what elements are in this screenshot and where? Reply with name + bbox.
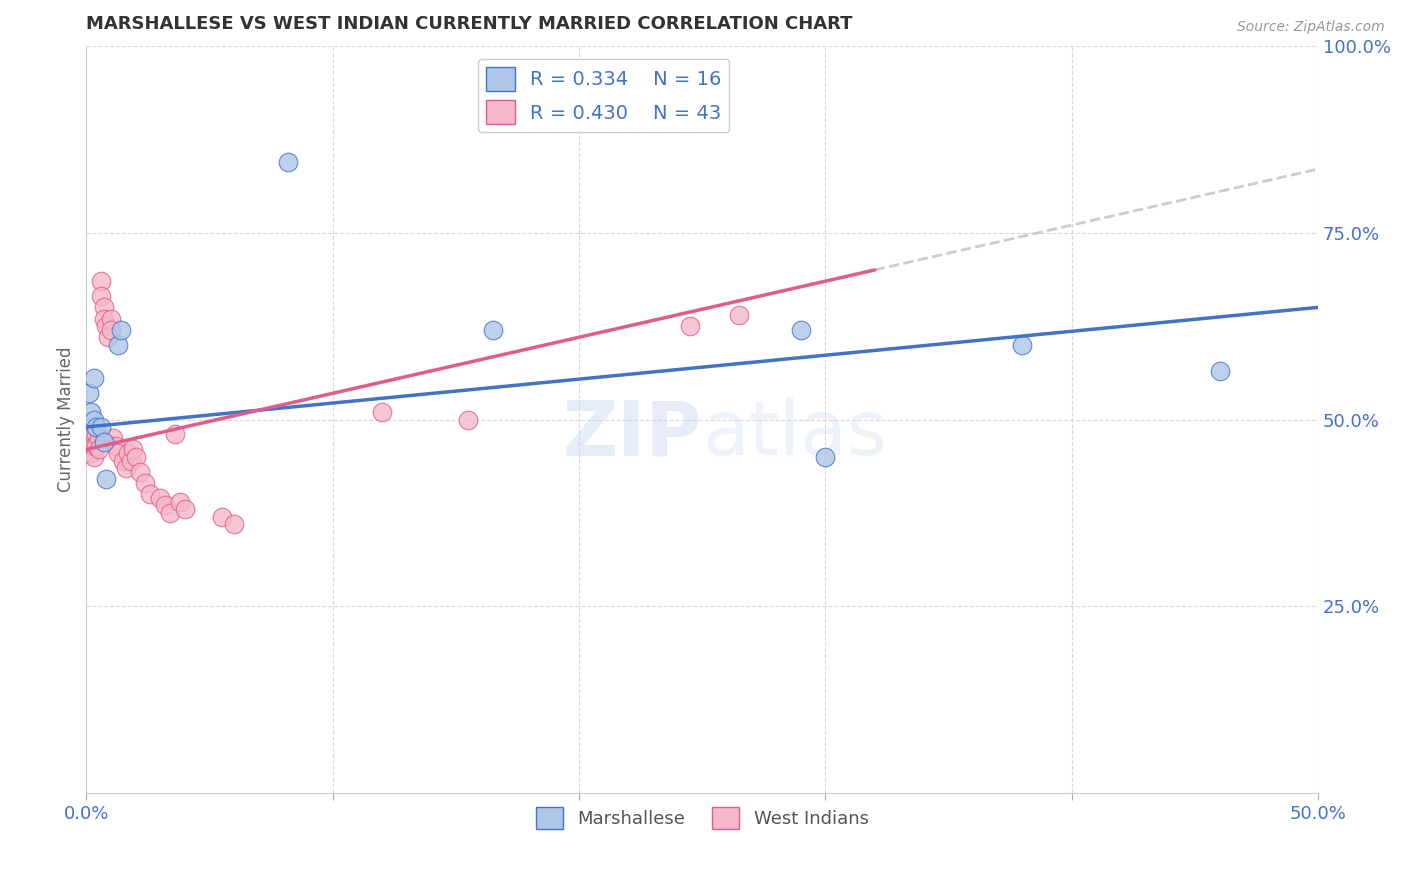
- Point: [97, 330, 120, 344]
- Point: [163, 427, 186, 442]
- Point: [159, 506, 181, 520]
- Point: [87, 442, 110, 457]
- Point: [277, 154, 299, 169]
- Point: [84, 420, 107, 434]
- Point: [80, 434, 103, 449]
- Point: [77, 386, 100, 401]
- Point: [77, 431, 100, 445]
- Point: [169, 495, 191, 509]
- Point: [100, 311, 122, 326]
- Point: [84, 427, 107, 442]
- Point: [94, 319, 117, 334]
- Point: [224, 517, 246, 532]
- Text: ZIP: ZIP: [562, 398, 702, 472]
- Point: [90, 274, 112, 288]
- Point: [83, 427, 105, 442]
- Legend: Marshallese, West Indians: Marshallese, West Indians: [529, 800, 876, 837]
- Point: [211, 509, 233, 524]
- Point: [1011, 337, 1033, 351]
- Point: [83, 371, 105, 385]
- Point: [122, 442, 145, 457]
- Point: [83, 450, 105, 464]
- Point: [124, 450, 146, 464]
- Point: [107, 337, 129, 351]
- Point: [93, 434, 115, 449]
- Point: [110, 323, 132, 337]
- Point: [90, 289, 112, 303]
- Point: [149, 491, 172, 505]
- Point: [104, 439, 127, 453]
- Point: [94, 472, 117, 486]
- Point: [93, 311, 115, 326]
- Point: [112, 453, 135, 467]
- Point: [371, 405, 394, 419]
- Point: [93, 301, 115, 315]
- Text: atlas: atlas: [702, 398, 887, 472]
- Point: [728, 308, 751, 322]
- Point: [103, 431, 125, 445]
- Point: [84, 439, 107, 453]
- Point: [481, 323, 503, 337]
- Point: [173, 502, 195, 516]
- Point: [790, 323, 813, 337]
- Point: [83, 439, 105, 453]
- Text: MARSHALLESE VS WEST INDIAN CURRENTLY MARRIED CORRELATION CHART: MARSHALLESE VS WEST INDIAN CURRENTLY MAR…: [86, 15, 853, 33]
- Point: [80, 446, 103, 460]
- Point: [100, 323, 122, 337]
- Y-axis label: Currently Married: Currently Married: [58, 347, 75, 492]
- Point: [77, 446, 100, 460]
- Point: [679, 319, 702, 334]
- Text: Source: ZipAtlas.com: Source: ZipAtlas.com: [1237, 20, 1385, 34]
- Point: [90, 420, 112, 434]
- Point: [107, 446, 129, 460]
- Point: [139, 487, 162, 501]
- Point: [120, 453, 142, 467]
- Point: [153, 499, 176, 513]
- Point: [80, 405, 103, 419]
- Point: [83, 412, 105, 426]
- Point: [457, 412, 479, 426]
- Point: [134, 476, 156, 491]
- Point: [814, 450, 837, 464]
- Point: [114, 461, 136, 475]
- Point: [1208, 364, 1230, 378]
- Point: [117, 446, 139, 460]
- Point: [129, 465, 152, 479]
- Point: [87, 431, 110, 445]
